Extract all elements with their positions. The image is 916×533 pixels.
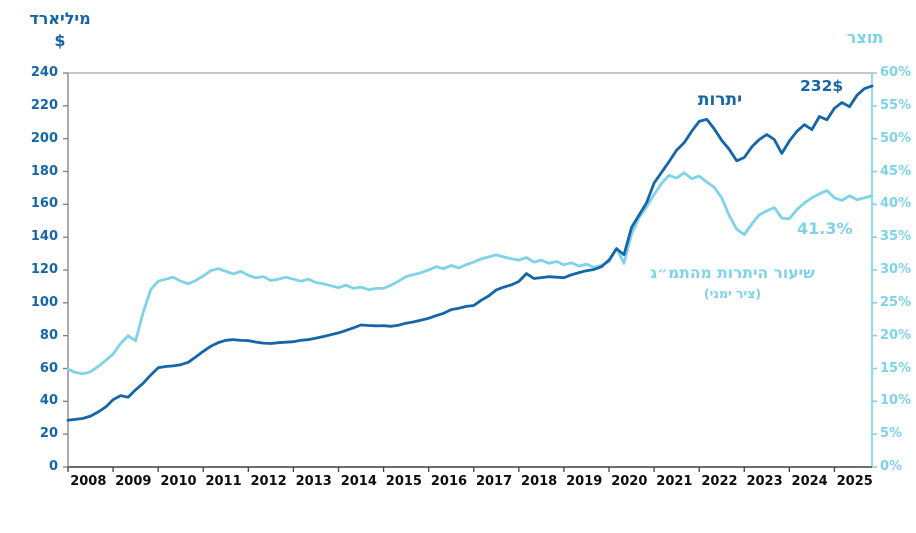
right-axis-tick-label: 30% — [880, 262, 912, 277]
x-axis-tick-label: 2024 — [791, 474, 828, 489]
left-axis-tick-label: 180 — [30, 163, 58, 179]
left-axis-tick-label: 120 — [30, 262, 58, 277]
right-axis-tick-label: 25% — [880, 294, 912, 310]
right-axis-tick-label: 15% — [880, 360, 912, 376]
left-axis-tick-label: 60 — [39, 360, 58, 376]
reserves-end-value: 232$ — [800, 77, 844, 95]
reserves-line — [66, 84, 874, 422]
x-axis-tick-label: 2009 — [115, 474, 152, 489]
left-axis-title: מיליארד $ — [22, 8, 98, 53]
right-axis-tick-label: 35% — [880, 229, 912, 245]
ratio-series-label-line1: שיעור היתרות מהתמ״ג — [650, 264, 815, 282]
x-axis-tick-label: 2011 — [205, 474, 242, 489]
left-axis-tick-label: 20 — [39, 426, 58, 442]
left-axis-title-line1: מיליארד — [29, 9, 91, 28]
left-axis-title-line2: $ — [54, 31, 66, 51]
x-axis-tick-label: 2023 — [746, 474, 783, 489]
right-axis-tick-label: 0% — [880, 459, 903, 474]
left-axis-tick-label: 140 — [30, 229, 58, 245]
left-axis-tick-label: 0 — [48, 459, 58, 474]
x-axis-tick-label: 2017 — [475, 474, 513, 489]
left-axis-tick-label: 240 — [30, 65, 58, 80]
x-axis-tick-label: 2021 — [656, 474, 693, 489]
x-axis-tick-label: 2013 — [295, 474, 332, 489]
x-axis-tick-label: 2018 — [521, 474, 558, 489]
ratio-series-label-line2: (ציר ימני) — [703, 285, 762, 301]
right-axis-tick-label: 20% — [880, 327, 912, 343]
left-axis-tick-label: 200 — [30, 130, 58, 146]
left-axis-tick-label: 220 — [30, 97, 58, 113]
x-axis-tick-label: 2014 — [340, 474, 377, 489]
chart-svg — [63, 72, 877, 472]
left-axis-tick-label: 40 — [39, 393, 58, 409]
left-axis-tick-label: 160 — [30, 196, 58, 212]
x-axis-tick-label: 2019 — [566, 474, 603, 489]
right-axis-tick-label: 55% — [880, 97, 912, 113]
left-axis-tick-label: 100 — [30, 294, 58, 310]
reserves-series-label: יתרות — [697, 90, 743, 110]
right-axis-title: תוצר — [846, 28, 884, 47]
left-axis-tick-label: 80 — [39, 327, 58, 343]
x-axis-tick-label: 2015 — [385, 474, 422, 489]
x-axis-tick-label: 2010 — [160, 474, 197, 489]
x-axis-tick-label: 2008 — [70, 474, 107, 489]
right-axis-tick-label: 50% — [880, 130, 912, 146]
right-axis-tick-label: 40% — [880, 196, 912, 212]
right-axis-tick-label: 10% — [880, 393, 912, 409]
x-axis-tick-label: 2020 — [611, 474, 648, 489]
x-axis-tick-label: 2025 — [836, 474, 873, 489]
right-axis-tick-label: 5% — [880, 426, 903, 442]
right-axis-tick-label: 60% — [880, 65, 912, 80]
right-axis-tick-label: 45% — [880, 163, 912, 179]
ratio-series-label: שיעור היתרות מהתמ״ג (ציר ימני) — [630, 263, 835, 302]
ratio-end-value: 41.3% — [797, 219, 853, 238]
ratio-line — [66, 171, 874, 376]
x-axis-tick-label: 2022 — [701, 474, 738, 489]
x-axis-tick-label: 2016 — [430, 474, 468, 489]
x-axis-tick-label: 2012 — [250, 474, 287, 489]
